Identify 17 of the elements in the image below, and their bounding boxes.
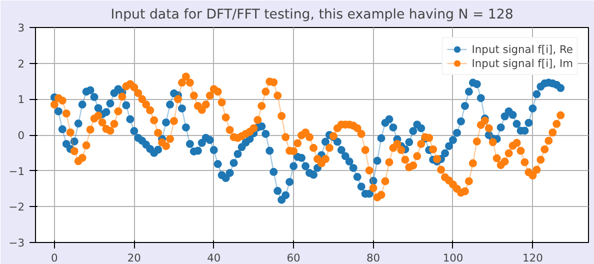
y-tick-label: 0 — [18, 129, 25, 142]
y-tick-label: −3 — [8, 236, 25, 250]
x-tick-label: 40 — [207, 252, 221, 264]
legend-label: Input signal f[i], Im — [472, 56, 573, 70]
x-tick-label: 60 — [286, 252, 301, 264]
y-tick-label: −1 — [8, 164, 25, 178]
chart-title: Input data for DFT/FFT testing, this example having N = 128 — [110, 8, 514, 22]
x-tick-label: 0 — [51, 252, 58, 264]
y-tick-label: −2 — [8, 200, 25, 214]
x-tick-label: 100 — [442, 252, 464, 264]
x-tick-label: 120 — [522, 252, 544, 264]
legend-label: Input signal f[i], Re — [472, 42, 573, 56]
y-tick-label: 2 — [18, 57, 24, 70]
y-tick-label: 3 — [18, 22, 24, 34]
y-tick-label: 1 — [18, 93, 24, 106]
x-tick-label: 80 — [366, 252, 380, 264]
x-tick-label: 20 — [127, 252, 142, 264]
